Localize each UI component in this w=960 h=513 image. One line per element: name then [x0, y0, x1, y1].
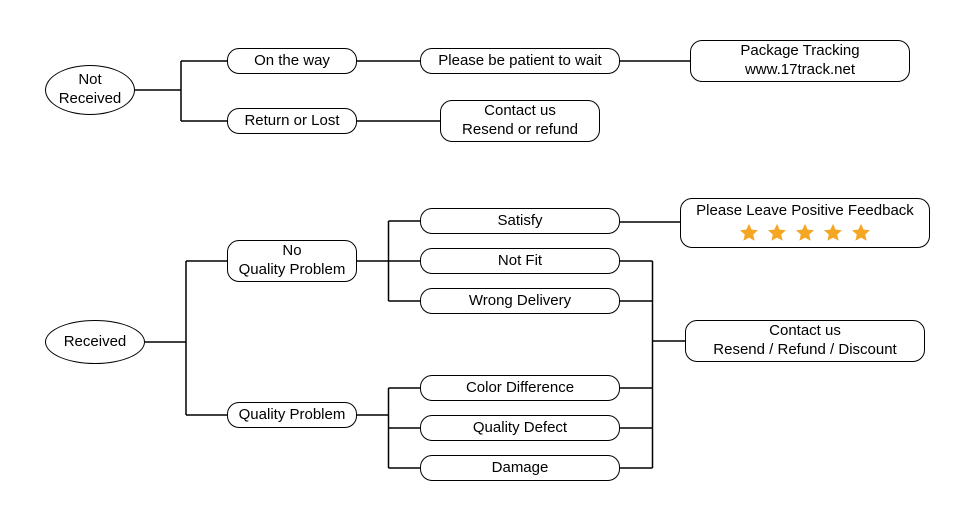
star-icon [822, 222, 844, 244]
node-not_fit-line-0: Not Fit [498, 252, 542, 271]
node-no_qp: NoQuality Problem [227, 240, 357, 282]
node-not_received: NotReceived [45, 65, 135, 115]
node-wrong_delivery: Wrong Delivery [420, 288, 620, 314]
node-quality_defect: Quality Defect [420, 415, 620, 441]
node-contact_resend-line-0: Contact us [484, 102, 556, 121]
node-pkg_tracking-line-1: www.17track.net [745, 61, 855, 80]
node-satisfy: Satisfy [420, 208, 620, 234]
star-icon [794, 222, 816, 244]
star-icon [738, 222, 760, 244]
node-satisfy-line-0: Satisfy [497, 212, 542, 231]
node-qp: Quality Problem [227, 402, 357, 428]
node-not_received-line-1: Received [59, 90, 122, 109]
node-contact_rrd-line-0: Contact us [769, 322, 841, 341]
node-positive_fb: Please Leave Positive Feedback [680, 198, 930, 248]
node-no_qp-line-1: Quality Problem [239, 261, 346, 280]
node-wrong_delivery-line-0: Wrong Delivery [469, 292, 571, 311]
node-received-line-0: Received [64, 333, 127, 352]
node-contact_rrd: Contact usResend / Refund / Discount [685, 320, 925, 362]
node-not_fit: Not Fit [420, 248, 620, 274]
star-icon [766, 222, 788, 244]
node-received: Received [45, 320, 145, 364]
node-positive_fb-line-0: Please Leave Positive Feedback [696, 202, 914, 221]
node-contact_resend-line-1: Resend or refund [462, 121, 578, 140]
node-damage: Damage [420, 455, 620, 481]
node-qp-line-0: Quality Problem [239, 406, 346, 425]
star-row [738, 222, 872, 244]
node-color_diff-line-0: Color Difference [466, 379, 574, 398]
node-no_qp-line-0: No [282, 242, 301, 261]
node-return_lost-line-0: Return or Lost [244, 112, 339, 131]
node-contact_resend: Contact usResend or refund [440, 100, 600, 142]
node-please_wait-line-0: Please be patient to wait [438, 52, 601, 71]
node-color_diff: Color Difference [420, 375, 620, 401]
node-on_the_way-line-0: On the way [254, 52, 330, 71]
node-pkg_tracking-line-0: Package Tracking [740, 42, 859, 61]
node-on_the_way: On the way [227, 48, 357, 74]
node-contact_rrd-line-1: Resend / Refund / Discount [713, 341, 896, 360]
flowchart-canvas: NotReceivedOn the wayReturn or LostPleas… [0, 0, 960, 513]
node-pkg_tracking: Package Trackingwww.17track.net [690, 40, 910, 82]
node-please_wait: Please be patient to wait [420, 48, 620, 74]
star-icon [850, 222, 872, 244]
node-quality_defect-line-0: Quality Defect [473, 419, 567, 438]
node-return_lost: Return or Lost [227, 108, 357, 134]
node-not_received-line-0: Not [78, 71, 101, 90]
node-damage-line-0: Damage [492, 459, 549, 478]
